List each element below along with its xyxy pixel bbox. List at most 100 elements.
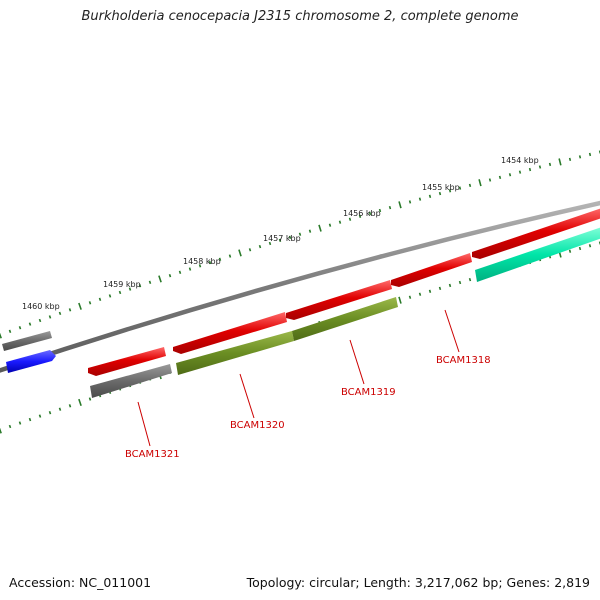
outer-tick xyxy=(88,301,92,305)
outer-tick xyxy=(468,183,472,188)
outer-tick xyxy=(428,194,432,198)
outer-tick xyxy=(48,315,52,319)
outer-tick xyxy=(8,329,12,334)
scale-label: 1459 kbp xyxy=(103,280,141,289)
outer-tick xyxy=(208,260,212,265)
outer-tick xyxy=(168,273,172,278)
inner-tick xyxy=(448,283,452,288)
outer-tick xyxy=(188,267,192,271)
outer-tick xyxy=(558,158,562,166)
outer-tick xyxy=(118,290,122,295)
outer-tick xyxy=(488,178,492,182)
inner-tick xyxy=(88,397,92,401)
outer-tick xyxy=(108,294,112,298)
outer-tick xyxy=(368,211,372,216)
outer-tick xyxy=(138,284,142,288)
outer-tick xyxy=(408,200,412,204)
outer-tick xyxy=(578,155,582,159)
gene-gray-1321[interactable] xyxy=(90,364,172,398)
gene-red-1318[interactable] xyxy=(391,253,472,287)
outer-tick xyxy=(538,165,542,169)
inner-tick xyxy=(8,424,12,429)
outer-tick xyxy=(438,191,442,196)
outer-tick xyxy=(398,201,402,209)
outer-tick xyxy=(328,223,332,227)
outer-tick xyxy=(128,287,132,291)
outer-tick xyxy=(278,238,282,243)
outer-tick xyxy=(478,179,482,187)
outer-tick xyxy=(158,275,162,283)
scale-label: 1457 kbp xyxy=(263,234,301,243)
map-title: Burkholderia cenocepacia J2315 chromosom… xyxy=(81,9,519,24)
gene-olive-1320[interactable] xyxy=(176,331,294,375)
outer-tick xyxy=(528,167,532,172)
gene-olive-1319[interactable] xyxy=(292,297,398,341)
gene-label[interactable]: BCAM1320 xyxy=(230,420,285,431)
outer-tick xyxy=(498,175,502,180)
outer-tick xyxy=(148,280,152,284)
gene-label[interactable]: BCAM1318 xyxy=(436,355,491,366)
inner-tick xyxy=(588,244,592,248)
inner-tick xyxy=(568,249,572,253)
scale-label: 1460 kbp xyxy=(22,302,60,311)
outer-tick xyxy=(418,197,422,201)
gene-blue[interactable] xyxy=(6,350,56,373)
outer-tick xyxy=(218,257,222,261)
outer-tick xyxy=(588,152,592,157)
scale-label: 1456 kbp xyxy=(343,209,381,218)
gene-red-1321-region[interactable] xyxy=(88,347,166,376)
outer-tick xyxy=(338,220,342,224)
gene-red-1319[interactable] xyxy=(286,280,392,320)
outer-tick xyxy=(308,229,312,233)
gene-labels: BCAM1321 BCAM1320 BCAM1319 BCAM1318 xyxy=(125,355,491,460)
outer-tick xyxy=(238,249,242,257)
inner-tick xyxy=(38,414,42,418)
inner-tick xyxy=(458,280,462,285)
outer-tick xyxy=(0,332,2,339)
outer-tick xyxy=(178,270,182,275)
inner-tick xyxy=(418,292,422,296)
outer-tick xyxy=(318,224,322,232)
outer-tick xyxy=(38,318,42,323)
outer-scale-ring xyxy=(0,150,600,339)
chromosome-backbone xyxy=(0,200,600,373)
gene-label[interactable]: BCAM1321 xyxy=(125,449,180,460)
inner-tick xyxy=(398,296,402,304)
outer-tick xyxy=(358,214,362,218)
inner-tick xyxy=(408,295,412,299)
outer-tick xyxy=(348,217,352,221)
inner-tick xyxy=(78,398,82,406)
gene-label-leaders xyxy=(137,309,460,447)
outer-tick xyxy=(248,248,252,252)
gene-red-1320[interactable] xyxy=(173,312,287,354)
outer-tick xyxy=(458,186,462,190)
outer-tick xyxy=(268,241,272,246)
outer-tick xyxy=(288,235,292,239)
gene-gray-forward[interactable] xyxy=(2,331,52,351)
outer-tick xyxy=(388,205,392,210)
outer-tick xyxy=(518,170,522,174)
inner-tick xyxy=(468,277,472,282)
outer-tick xyxy=(28,322,32,326)
inner-tick xyxy=(18,421,22,425)
gene-teal[interactable] xyxy=(475,227,600,282)
scale-label: 1455 kbp xyxy=(422,183,460,192)
gene-red-right[interactable] xyxy=(472,208,600,259)
outer-tick xyxy=(378,208,382,213)
scale-label: 1458 kbp xyxy=(183,257,221,266)
outer-tick xyxy=(58,311,62,316)
topology-text: Topology: circular; Length: 3,217,062 bp… xyxy=(246,575,590,590)
inner-tick xyxy=(48,410,52,415)
outer-tick xyxy=(298,232,302,236)
inner-tick xyxy=(578,246,582,251)
outer-tick xyxy=(448,189,452,193)
outer-tick xyxy=(98,297,102,302)
gene-label[interactable]: BCAM1319 xyxy=(341,387,396,398)
inner-tick xyxy=(428,289,432,293)
outer-tick xyxy=(18,326,22,330)
outer-tick xyxy=(548,162,552,167)
outer-tick xyxy=(78,302,82,310)
scale-labels: 1460 kbp 1459 kbp 1458 kbp 1457 kbp 1456… xyxy=(22,156,539,311)
inner-tick xyxy=(68,404,72,408)
